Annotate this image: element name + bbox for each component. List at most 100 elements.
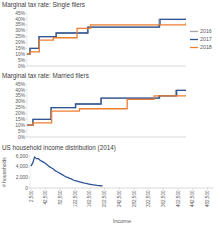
x-tick-label: 202,500 [102, 190, 107, 207]
x-tick [119, 188, 120, 190]
x-tick-label: 282,500 [132, 190, 137, 207]
y-tick [26, 30, 28, 31]
y-tick-label: 15% [15, 46, 25, 51]
y-tick [26, 60, 28, 61]
data-line [31, 157, 103, 186]
y-tick [29, 156, 31, 157]
x-tick-label: 162,500 [87, 190, 92, 207]
figure: Marginal tax rate: Single filers0%5%10%1… [0, 0, 220, 226]
y-tick-label: 30% [15, 28, 25, 33]
y-axis-line [27, 84, 28, 137]
y-tick [26, 36, 28, 37]
x-tick-label: 362,500 [161, 190, 166, 207]
y-tick-label: 40% [15, 17, 25, 22]
x-tick-label: 482,500 [205, 190, 210, 207]
x-tick-label: 82,500 [58, 190, 63, 204]
y-axis-label: # households [1, 157, 7, 187]
x-tick-label: 402,500 [176, 190, 181, 207]
x-tick [45, 188, 46, 190]
y-tick [26, 42, 28, 43]
y-tick [26, 101, 28, 102]
y-tick [26, 54, 28, 55]
y-tick [26, 125, 28, 126]
x-tick [148, 188, 149, 190]
plot-area [27, 19, 186, 54]
x-tick-label: 442,500 [190, 190, 195, 207]
y-tick-label: 15% [15, 117, 25, 122]
y-tick [26, 24, 28, 25]
plot-area [27, 90, 186, 125]
y-tick [26, 107, 28, 108]
x-tick [207, 188, 208, 190]
y-tick-label: 0% [18, 135, 26, 140]
y-tick-label: 2,000 [16, 175, 29, 180]
x-tick [89, 188, 90, 190]
y-tick-label: 45% [15, 11, 25, 16]
legend: 2016 2017 2018 [190, 28, 212, 50]
y-tick [29, 177, 31, 178]
legend-swatch [190, 31, 198, 32]
x-tick [104, 188, 105, 190]
panel: Marginal tax rate: Single filers0%5%10%1… [2, 1, 212, 69]
x-tick [163, 188, 164, 190]
data-line [27, 19, 186, 54]
legend-swatch [190, 39, 198, 40]
data-line [27, 19, 186, 54]
x-tick [133, 188, 134, 190]
y-tick [26, 13, 28, 14]
y-tick [26, 113, 28, 114]
x-tick [60, 188, 61, 190]
y-tick-label: 0% [18, 64, 26, 69]
y-tick-label: 5% [18, 129, 26, 134]
y-tick-label: 10% [15, 123, 25, 128]
y-tick-label: 6,000 [16, 154, 29, 159]
chart-title: Marginal tax rate: Married filers [2, 72, 89, 80]
data-line [27, 90, 186, 125]
y-tick [26, 18, 28, 19]
y-tick [26, 95, 28, 96]
plot-area [31, 157, 103, 186]
y-tick-label: 10% [15, 52, 25, 57]
y-tick [26, 48, 28, 49]
y-tick-label: 40% [15, 88, 25, 93]
legend-label: 2018 [200, 44, 212, 50]
data-line [27, 90, 186, 125]
x-tick-label: 322,500 [146, 190, 151, 207]
data-line [27, 22, 186, 54]
y-tick [26, 89, 28, 90]
y-tick [26, 66, 28, 67]
x-tick-label: 122,500 [73, 190, 78, 207]
panel: Marginal tax rate: Married filers 0%5%10%… [2, 72, 186, 140]
x-tick-label: 242,500 [117, 190, 122, 207]
y-tick-label: 30% [15, 99, 25, 104]
y-tick-label: 20% [15, 111, 25, 116]
x-axis-line [27, 66, 186, 67]
y-tick-label: 20% [15, 40, 25, 45]
x-axis-line [30, 188, 214, 189]
y-tick [26, 84, 28, 85]
legend-label: 2017 [200, 36, 212, 42]
y-tick-label: 25% [15, 34, 25, 39]
x-axis-line [27, 137, 186, 138]
x-tick [192, 188, 193, 190]
y-tick-label: 4,000 [16, 164, 29, 169]
y-tick-label: 35% [15, 22, 25, 27]
x-tick [75, 188, 76, 190]
y-axis-line [27, 13, 28, 66]
y-tick [29, 188, 31, 189]
y-tick [29, 166, 31, 167]
y-tick-label: 0 [25, 186, 28, 191]
x-tick-label: 42,500 [43, 190, 48, 204]
chart-title: Marginal tax rate: Single filers [2, 1, 85, 9]
legend-swatch [190, 47, 198, 48]
x-tick-label: 2,500 [29, 190, 34, 202]
chart-title: US household income distribution (2014) [2, 144, 116, 152]
y-tick-label: 25% [15, 105, 25, 110]
legend-label: 2016 [200, 28, 212, 34]
panel: US household income distribution (2014) 0… [1, 144, 214, 224]
x-tick [30, 188, 31, 190]
y-tick [26, 119, 28, 120]
y-tick-label: 45% [15, 82, 25, 87]
y-tick [26, 131, 28, 132]
x-tick [178, 188, 179, 190]
